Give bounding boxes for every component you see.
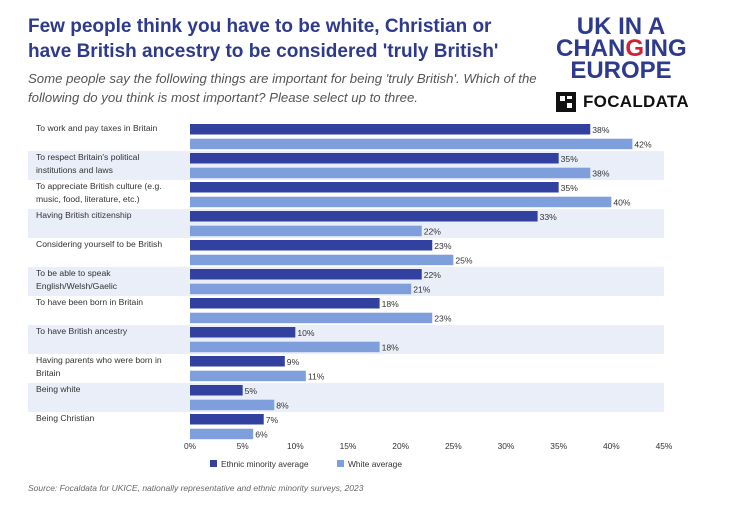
- bar-ethnic-minority: [190, 356, 285, 367]
- data-label: 23%: [434, 241, 452, 251]
- data-label: 18%: [382, 343, 400, 353]
- data-label: 40%: [613, 198, 631, 208]
- category-label: To be able to speak: [36, 268, 111, 278]
- bar-white: [190, 196, 612, 208]
- category-band: [28, 383, 664, 412]
- data-label: 7%: [266, 415, 279, 425]
- data-label: 10%: [297, 328, 315, 338]
- data-label: 5%: [245, 386, 258, 396]
- focaldata-logo: FOCALDATA: [556, 91, 689, 113]
- bar-ethnic-minority: [190, 327, 296, 338]
- category-label: Being white: [36, 384, 81, 394]
- data-label: 38%: [592, 125, 610, 135]
- bar-white: [190, 399, 275, 411]
- x-tick-label: 30%: [498, 441, 515, 451]
- bar-white: [190, 428, 254, 440]
- category-label: Having parents who were born in: [36, 355, 162, 365]
- ukice-logo-line-3: EUROPE: [570, 57, 672, 84]
- bar-ethnic-minority: [190, 269, 422, 280]
- bar-ethnic-minority: [190, 211, 538, 222]
- data-label: 22%: [424, 227, 442, 237]
- data-label: 23%: [434, 314, 452, 324]
- bar-ethnic-minority: [190, 414, 264, 425]
- bar-ethnic-minority: [190, 153, 559, 164]
- x-tick-label: 5%: [237, 441, 250, 451]
- legend-label: White average: [348, 459, 402, 469]
- bar-ethnic-minority: [190, 240, 433, 251]
- x-tick-label: 25%: [445, 441, 462, 451]
- category-label: music, food, literature, etc.): [36, 194, 140, 204]
- focaldata-wordmark: FOCALDATA: [583, 92, 689, 111]
- category-label: Considering yourself to be British: [36, 239, 162, 249]
- data-label: 21%: [413, 285, 431, 295]
- bar-white: [190, 312, 433, 324]
- bar-ethnic-minority: [190, 298, 380, 309]
- data-label: 25%: [455, 256, 473, 266]
- data-label: 33%: [540, 212, 558, 222]
- ukice-logo-line-1: UK IN A: [576, 13, 666, 40]
- category-label: To respect Britain's political: [36, 152, 139, 162]
- bar-white: [190, 167, 591, 179]
- bar-ethnic-minority: [190, 124, 591, 135]
- data-label: 22%: [424, 270, 442, 280]
- bar-ethnic-minority: [190, 385, 243, 396]
- ukice-logo-line-2: CHANGING: [556, 35, 687, 62]
- bar-white: [190, 254, 454, 266]
- x-tick-label: 10%: [287, 441, 304, 451]
- category-label: To work and pay taxes in Britain: [36, 123, 158, 133]
- data-label: 18%: [382, 299, 400, 309]
- category-label: institutions and laws: [36, 165, 113, 175]
- source-note: Source: Focaldata for UKICE, nationally …: [28, 483, 364, 493]
- data-label: 38%: [592, 169, 610, 179]
- category-label: To appreciate British culture (e.g.: [36, 181, 162, 191]
- legend-swatch: [210, 460, 217, 467]
- category-label: Having British citizenship: [36, 210, 132, 220]
- focaldata-mark-icon: [556, 92, 576, 112]
- bar-white: [190, 370, 306, 382]
- legend-swatch: [337, 460, 344, 467]
- x-tick-label: 0%: [184, 441, 197, 451]
- data-label: 42%: [634, 140, 652, 150]
- x-tick-label: 20%: [392, 441, 409, 451]
- x-tick-label: 15%: [340, 441, 357, 451]
- data-label: 8%: [276, 401, 289, 411]
- data-label: 6%: [255, 430, 268, 440]
- data-label: 11%: [308, 372, 325, 382]
- category-label: To have British ancestry: [36, 326, 128, 336]
- x-tick-label: 45%: [656, 441, 673, 451]
- category-label: To have been born in Britain: [36, 297, 143, 307]
- data-label: 35%: [561, 154, 579, 164]
- bar-white: [190, 225, 422, 237]
- x-tick-label: 35%: [550, 441, 567, 451]
- bar-white: [190, 341, 380, 353]
- category-label: Being Christian: [36, 413, 94, 423]
- bar-ethnic-minority: [190, 182, 559, 193]
- category-label: Britain: [36, 368, 61, 378]
- chart-title: Few people think you have to be white, C…: [28, 16, 499, 62]
- data-label: 35%: [561, 183, 579, 193]
- bar-white: [190, 283, 412, 295]
- chart-subtitle: Some people say the following things are…: [28, 71, 537, 105]
- legend-label: Ethnic minority average: [221, 459, 309, 469]
- ukice-logo: UK IN A CHANGING EUROPE: [556, 13, 687, 84]
- category-label: English/Welsh/Gaelic: [36, 281, 118, 291]
- data-label: 9%: [287, 357, 300, 367]
- bar-white: [190, 138, 633, 150]
- x-tick-label: 40%: [603, 441, 620, 451]
